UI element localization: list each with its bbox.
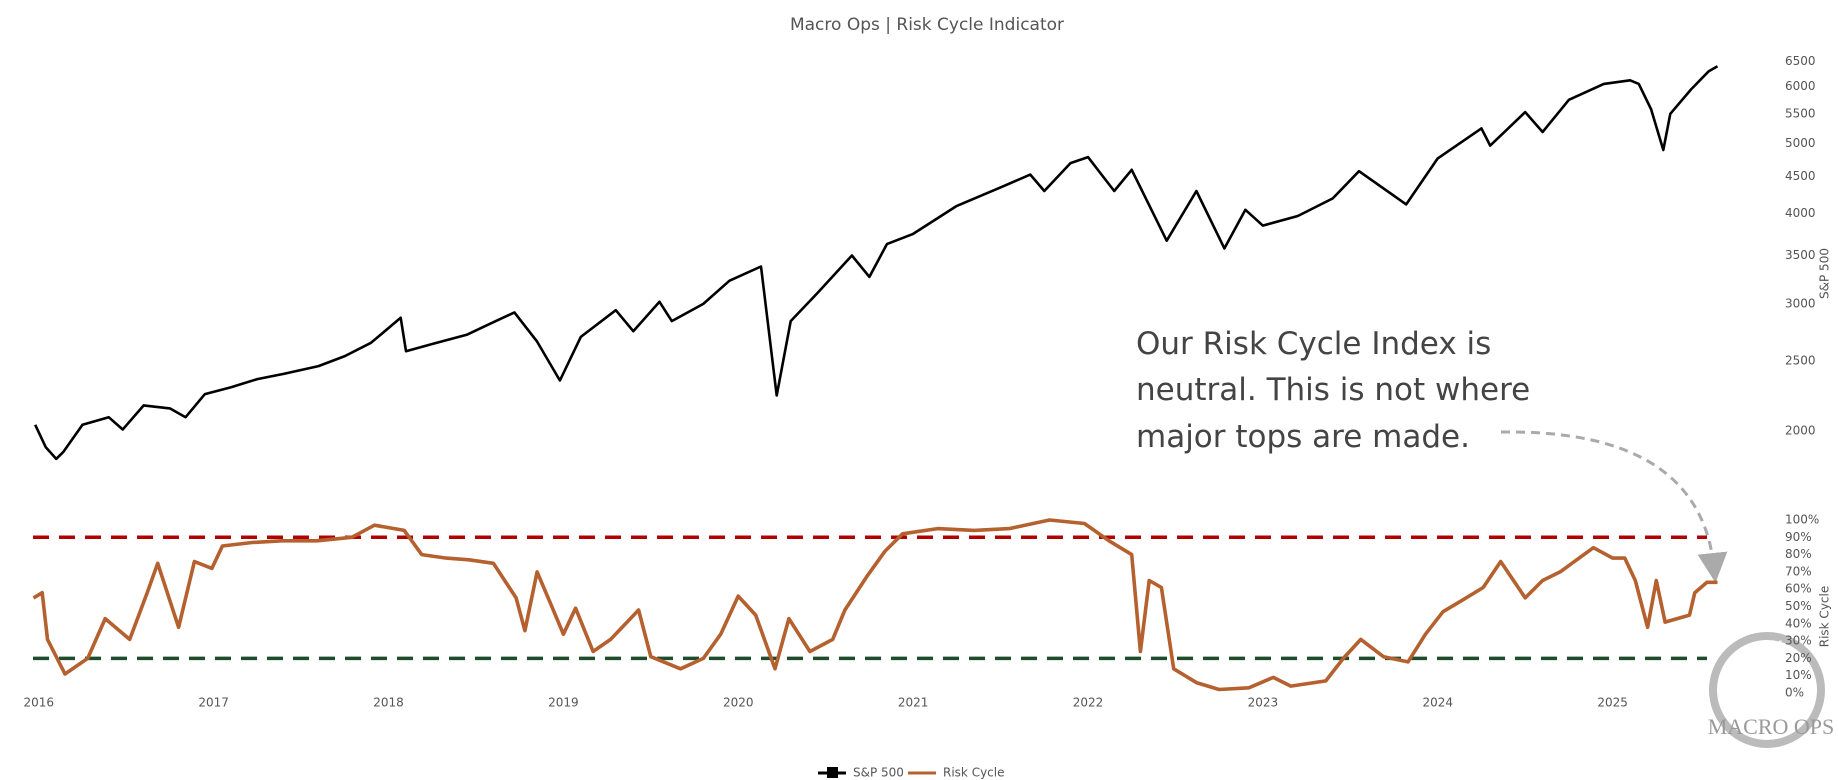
legend-label: S&P 500 — [853, 766, 904, 780]
y-tick-label: 4000 — [1785, 206, 1816, 220]
y-tick-label: 2500 — [1785, 354, 1816, 368]
chart-title: Macro Ops | Risk Cycle Indicator — [790, 15, 1064, 35]
y-tick-label: 20% — [1785, 651, 1812, 665]
x-tick-label: 2022 — [1073, 696, 1104, 710]
y-tick-label: 50% — [1785, 599, 1812, 613]
x-tick-label: 2025 — [1597, 696, 1628, 710]
y-tick-label: 100% — [1785, 513, 1819, 527]
x-tick-label: 2021 — [898, 696, 929, 710]
logo-text: MACRO OPS — [1708, 714, 1835, 739]
y-tick-label: 0% — [1785, 686, 1804, 700]
y-tick-label: 90% — [1785, 530, 1812, 544]
x-tick-label: 2023 — [1248, 696, 1279, 710]
annotation-line: major tops are made. — [1136, 419, 1470, 455]
x-tick-label: 2019 — [548, 696, 579, 710]
y-tick-label: 6000 — [1785, 79, 1816, 93]
y-tick-label: 80% — [1785, 547, 1812, 561]
y-tick-label: 3500 — [1785, 248, 1816, 262]
y-tick-label: 70% — [1785, 564, 1812, 578]
annotation-arrow — [1500, 430, 1728, 583]
series-line — [34, 65, 1719, 461]
y-axis-title: S&P 500 — [1818, 248, 1832, 299]
annotation-line: Our Risk Cycle Index is — [1136, 326, 1491, 362]
y-tick-label: 10% — [1785, 668, 1812, 682]
y-tick-label: 5000 — [1785, 136, 1816, 150]
legend-label: Risk Cycle — [943, 766, 1004, 780]
legend-marker — [827, 767, 838, 778]
y-tick-label: 60% — [1785, 582, 1812, 596]
x-tick-label: 2016 — [23, 696, 54, 710]
x-tick-label: 2024 — [1422, 696, 1453, 710]
y-tick-label: 30% — [1785, 634, 1812, 648]
annotation-line: neutral. This is not where — [1136, 372, 1530, 408]
y-tick-label: 3000 — [1785, 296, 1816, 310]
y-tick-label: 4500 — [1785, 169, 1816, 183]
x-tick-label: 2018 — [373, 696, 404, 710]
x-tick-label: 2020 — [723, 696, 754, 710]
y-tick-label: 6500 — [1785, 54, 1816, 68]
y-tick-label: 40% — [1785, 616, 1812, 630]
y-tick-label: 2000 — [1785, 424, 1816, 438]
series-line — [32, 518, 1718, 692]
logo: MACRO OPS — [1708, 632, 1835, 748]
y-tick-label: 5500 — [1785, 106, 1816, 120]
x-tick-label: 2017 — [198, 696, 229, 710]
y-axis-title: Risk Cycle — [1818, 586, 1832, 647]
logo-ring — [1709, 632, 1825, 748]
